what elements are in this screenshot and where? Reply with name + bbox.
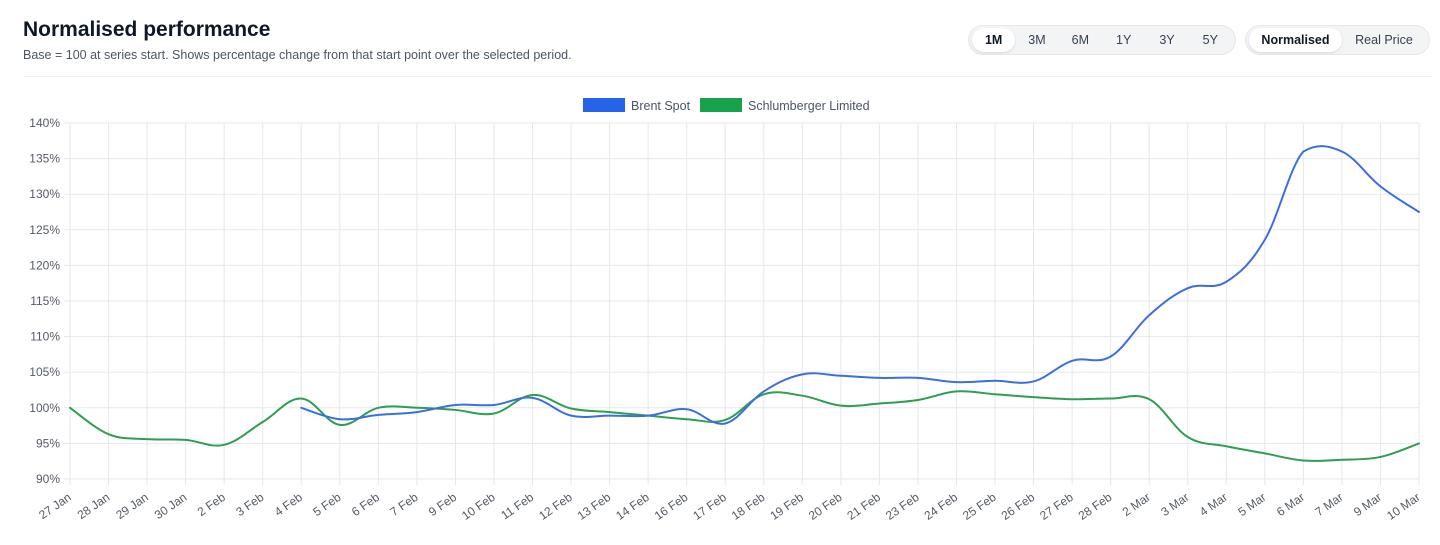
mode-selector: Normalised Real Price xyxy=(1245,25,1430,55)
y-tick-label: 100% xyxy=(29,401,60,415)
x-tick-label: 27 Feb xyxy=(1037,490,1076,523)
x-tick-label: 10 Feb xyxy=(459,490,498,523)
x-tick-label: 27 Jan xyxy=(36,490,74,522)
x-tick-label: 19 Feb xyxy=(767,490,806,523)
range-selector: 1M 3M 6M 1Y 3Y 5Y xyxy=(968,25,1236,55)
legend-swatch-brent-spot[interactable] xyxy=(583,98,625,112)
range-3y-button[interactable]: 3Y xyxy=(1159,33,1175,47)
x-tick-label: 9 Feb xyxy=(426,490,459,519)
x-tick-label: 2 Mar xyxy=(1120,490,1153,519)
x-tick-label: 6 Mar xyxy=(1274,490,1307,519)
x-tick-label: 11 Feb xyxy=(498,490,536,523)
x-tick-label: 28 Jan xyxy=(75,490,113,522)
x-tick-label: 14 Feb xyxy=(613,490,652,523)
range-3m-button[interactable]: 3M xyxy=(1028,33,1046,47)
x-tick-label: 26 Feb xyxy=(999,490,1038,523)
x-tick-label: 10 Mar xyxy=(1384,490,1423,523)
x-tick-label: 4 Feb xyxy=(272,490,305,519)
y-tick-label: 95% xyxy=(36,436,60,450)
range-6m-button[interactable]: 6M xyxy=(1071,33,1089,47)
header-divider xyxy=(23,76,1432,77)
x-tick-label: 21 Feb xyxy=(844,490,883,523)
x-tick-label: 12 Feb xyxy=(536,490,575,523)
x-tick-label: 9 Mar xyxy=(1351,490,1384,519)
x-tick-label: 18 Feb xyxy=(729,490,768,523)
y-tick-label: 140% xyxy=(29,116,60,130)
range-5y-button[interactable]: 5Y xyxy=(1202,33,1218,47)
y-tick-label: 110% xyxy=(30,330,60,344)
x-tick-label: 7 Feb xyxy=(387,490,420,519)
x-tick-label: 2 Feb xyxy=(195,490,228,519)
x-tick-label: 16 Feb xyxy=(652,490,691,523)
x-tick-label: 3 Feb xyxy=(233,490,266,519)
chart-legend: Brent Spot Schlumberger Limited xyxy=(583,98,870,113)
chart-grid xyxy=(64,122,1420,485)
y-tick-label: 90% xyxy=(36,472,60,486)
performance-line-chart: 140% 135% 130% 125% 120% 115% 110% 105% 100% 95% 9… xyxy=(29,98,1423,523)
legend-label-schlumberger[interactable]: Schlumberger Limited xyxy=(748,99,870,113)
x-tick-label: 17 Feb xyxy=(690,490,729,523)
series-line-schlumberger-limited[interactable] xyxy=(69,390,1420,462)
normalised-mode-button[interactable]: Normalised xyxy=(1249,28,1342,52)
x-axis-ticks: 27 Jan 28 Jan 29 Jan 30 Jan 2 Feb 3 Feb 4 Feb 5… xyxy=(36,490,1423,523)
y-tick-label: 135% xyxy=(29,152,60,166)
x-tick-label: 29 Jan xyxy=(113,490,151,522)
range-1m-button[interactable]: 1M xyxy=(972,28,1016,52)
x-tick-label: 13 Feb xyxy=(575,490,614,523)
y-tick-label: 115% xyxy=(30,294,60,308)
page-subtitle: Base = 100 at series start. Shows percen… xyxy=(23,48,572,62)
legend-swatch-schlumberger[interactable] xyxy=(700,98,742,112)
x-tick-label: 25 Feb xyxy=(960,490,999,523)
x-tick-label: 3 Mar xyxy=(1158,490,1191,519)
x-tick-label: 7 Mar xyxy=(1312,490,1345,519)
series-lines xyxy=(69,145,1420,462)
x-tick-label: 28 Feb xyxy=(1076,490,1115,523)
series-line-brent-spot[interactable] xyxy=(300,145,1420,425)
y-tick-label: 120% xyxy=(29,258,60,272)
x-tick-label: 5 Mar xyxy=(1235,490,1268,519)
range-1y-button[interactable]: 1Y xyxy=(1116,33,1132,47)
x-tick-label: 23 Feb xyxy=(883,490,922,523)
chart-header: Normalised performance Base = 100 at ser… xyxy=(0,0,1440,80)
y-tick-label: 130% xyxy=(29,187,60,201)
page-title: Normalised performance xyxy=(23,18,271,41)
x-tick-label: 20 Feb xyxy=(806,490,845,523)
legend-label-brent-spot[interactable]: Brent Spot xyxy=(631,99,691,113)
x-tick-label: 4 Mar xyxy=(1197,490,1230,519)
x-tick-label: 5 Feb xyxy=(310,490,343,519)
y-tick-label: 105% xyxy=(29,365,60,379)
x-tick-label: 24 Feb xyxy=(922,490,961,523)
y-tick-label: 125% xyxy=(29,223,60,237)
x-tick-label: 6 Feb xyxy=(349,490,382,519)
x-tick-label: 30 Jan xyxy=(152,490,190,522)
y-axis-ticks: 140% 135% 130% 125% 120% 115% 110% 105% 100% 95% 9… xyxy=(29,116,60,486)
real-price-mode-button[interactable]: Real Price xyxy=(1355,33,1413,47)
